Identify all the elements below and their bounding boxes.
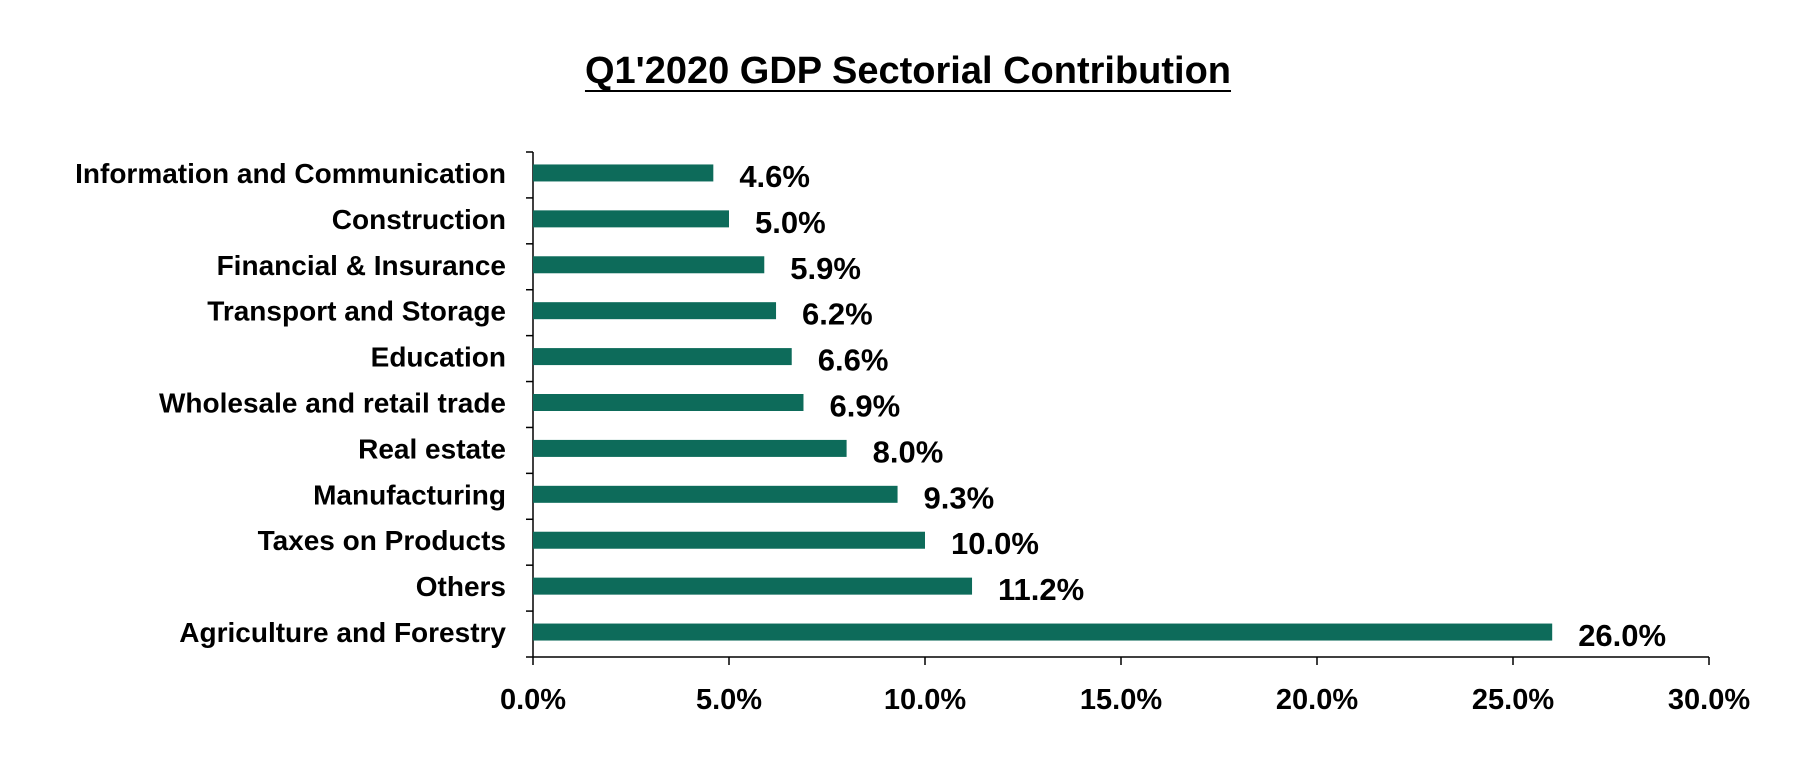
x-tick-label: 15.0% <box>1080 684 1162 716</box>
bar <box>533 210 729 228</box>
bar <box>533 256 765 274</box>
bar <box>533 577 973 595</box>
x-tick-label: 25.0% <box>1472 684 1554 716</box>
x-tick-label: 20.0% <box>1276 684 1358 716</box>
data-label: 6.9% <box>829 389 900 424</box>
category-label: Education <box>371 342 506 373</box>
category-label: Information and Communication <box>75 158 506 189</box>
data-label: 5.0% <box>755 205 826 240</box>
data-label: 8.0% <box>873 434 944 469</box>
x-tick-label: 30.0% <box>1668 684 1750 716</box>
data-label: 9.3% <box>924 480 995 515</box>
category-label: Financial & Insurance <box>217 250 506 281</box>
x-tick-label: 5.0% <box>696 684 762 716</box>
category-label: Real estate <box>358 433 506 464</box>
bar <box>533 623 1553 641</box>
data-label: 6.2% <box>802 297 873 332</box>
category-label: Taxes on Products <box>258 525 506 556</box>
bar <box>533 485 898 503</box>
category-label: Manufacturing <box>313 479 506 510</box>
bar <box>533 302 777 320</box>
data-label: 5.9% <box>790 251 861 286</box>
data-label: 11.2% <box>998 572 1084 607</box>
data-label: 26.0% <box>1578 618 1666 653</box>
data-label: 6.6% <box>818 343 889 378</box>
bar <box>533 394 804 411</box>
bar <box>533 348 792 366</box>
x-tick-label: 10.0% <box>884 684 966 716</box>
category-label: Transport and Storage <box>207 296 506 327</box>
bar <box>533 531 925 549</box>
category-label: Agriculture and Forestry <box>179 617 506 648</box>
data-label: 10.0% <box>951 526 1039 561</box>
data-label: 4.6% <box>739 159 810 194</box>
category-label: Others <box>416 571 506 602</box>
chart-title-text: Q1'2020 GDP Sectorial Contribution <box>584 50 1232 92</box>
category-label: Construction <box>332 204 506 235</box>
x-tick-label: 0.0% <box>500 684 566 716</box>
chart-title: Q1'2020 GDP Sectorial Contribution <box>0 50 1816 93</box>
bar <box>533 164 714 182</box>
category-label: Wholesale and retail trade <box>159 388 506 419</box>
bar <box>533 439 847 457</box>
